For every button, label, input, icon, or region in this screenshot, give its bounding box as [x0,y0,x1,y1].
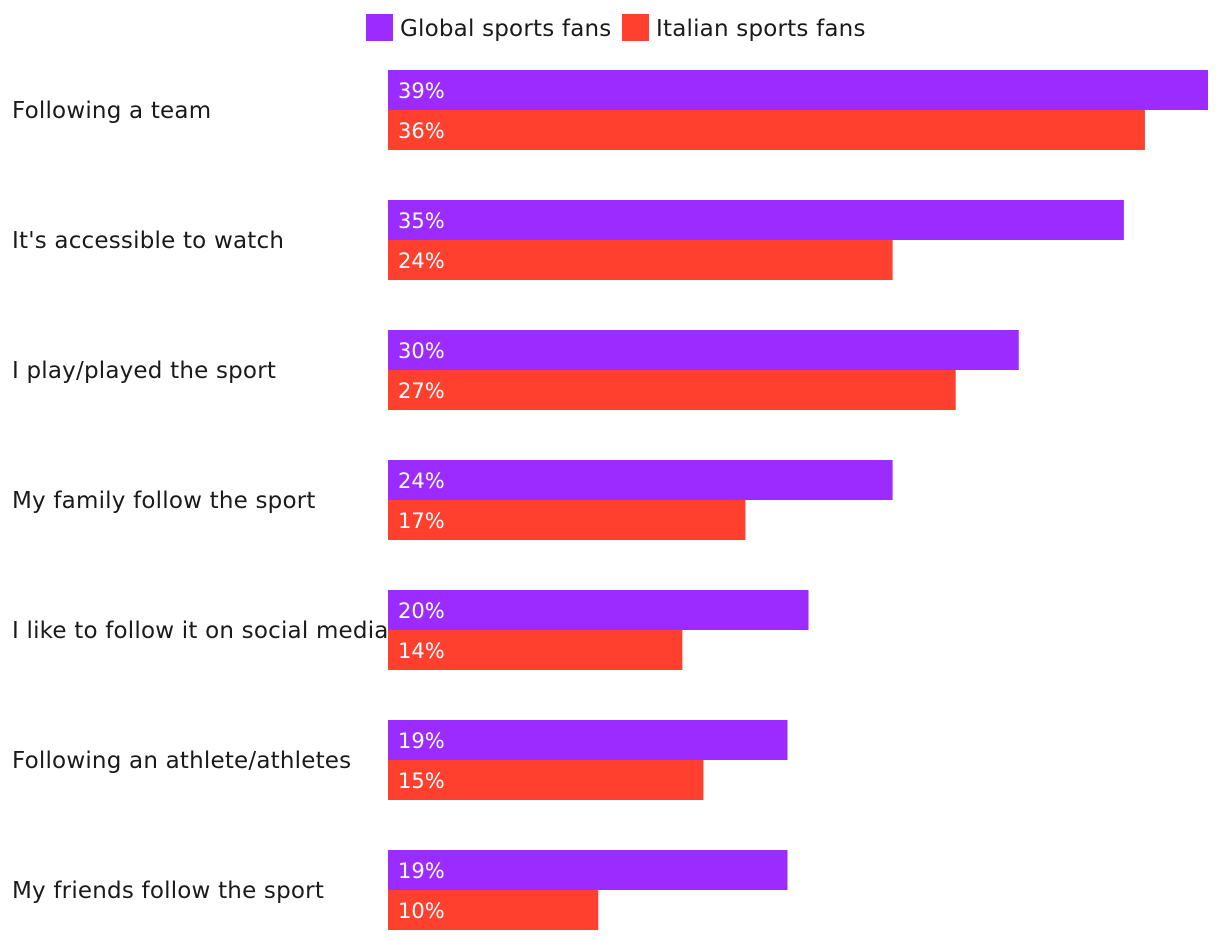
bar-value-label: 27% [398,379,445,403]
bar-value-label: 24% [398,469,445,493]
bar-italian [388,890,599,930]
bar-global [388,200,1124,240]
bar-global [388,460,893,500]
bar-global [388,590,809,630]
bar-value-label: 19% [398,729,445,753]
bar-italian [388,240,893,280]
bar-value-label: 36% [398,119,445,143]
bar-value-label: 39% [398,79,445,103]
category-label: Following an athlete/athletes [12,748,351,774]
legend-swatch-global [366,14,393,41]
bar-italian [388,110,1145,150]
legend-label-italian: Italian sports fans [656,16,866,42]
bar-value-label: 35% [398,209,445,233]
category-label: My friends follow the sport [12,878,324,904]
bar-value-label: 17% [398,509,445,533]
bar-global [388,70,1208,110]
bar-value-label: 19% [398,859,445,883]
bar-italian [388,760,704,800]
bar-global [388,850,788,890]
category-label: I like to follow it on social media [12,618,389,644]
category-label: My family follow the sport [12,488,316,514]
bar-italian [388,370,956,410]
bar-italian [388,500,746,540]
bar-value-label: 10% [398,899,445,923]
bar-value-label: 20% [398,599,445,623]
category-label: I play/played the sport [12,358,276,384]
bar-italian [388,630,683,670]
bar-value-label: 24% [398,249,445,273]
legend-swatch-italian [622,14,649,41]
category-label: It's accessible to watch [12,228,284,254]
legend-label-global: Global sports fans [400,16,611,42]
bar-global [388,720,788,760]
bar-global [388,330,1019,370]
bar-value-label: 30% [398,339,445,363]
category-labels: Following a team It's accessible to watch… [12,98,389,904]
legend: Global sports fans Italian sports fans [366,14,866,42]
category-label: Following a team [12,98,211,124]
bars: 39% 36% 35% 24% 30% 27% 24% 17% 20% 14% 19% 15% 19% 1… [388,70,1208,930]
bar-value-label: 14% [398,639,445,663]
bar-value-label: 15% [398,769,445,793]
